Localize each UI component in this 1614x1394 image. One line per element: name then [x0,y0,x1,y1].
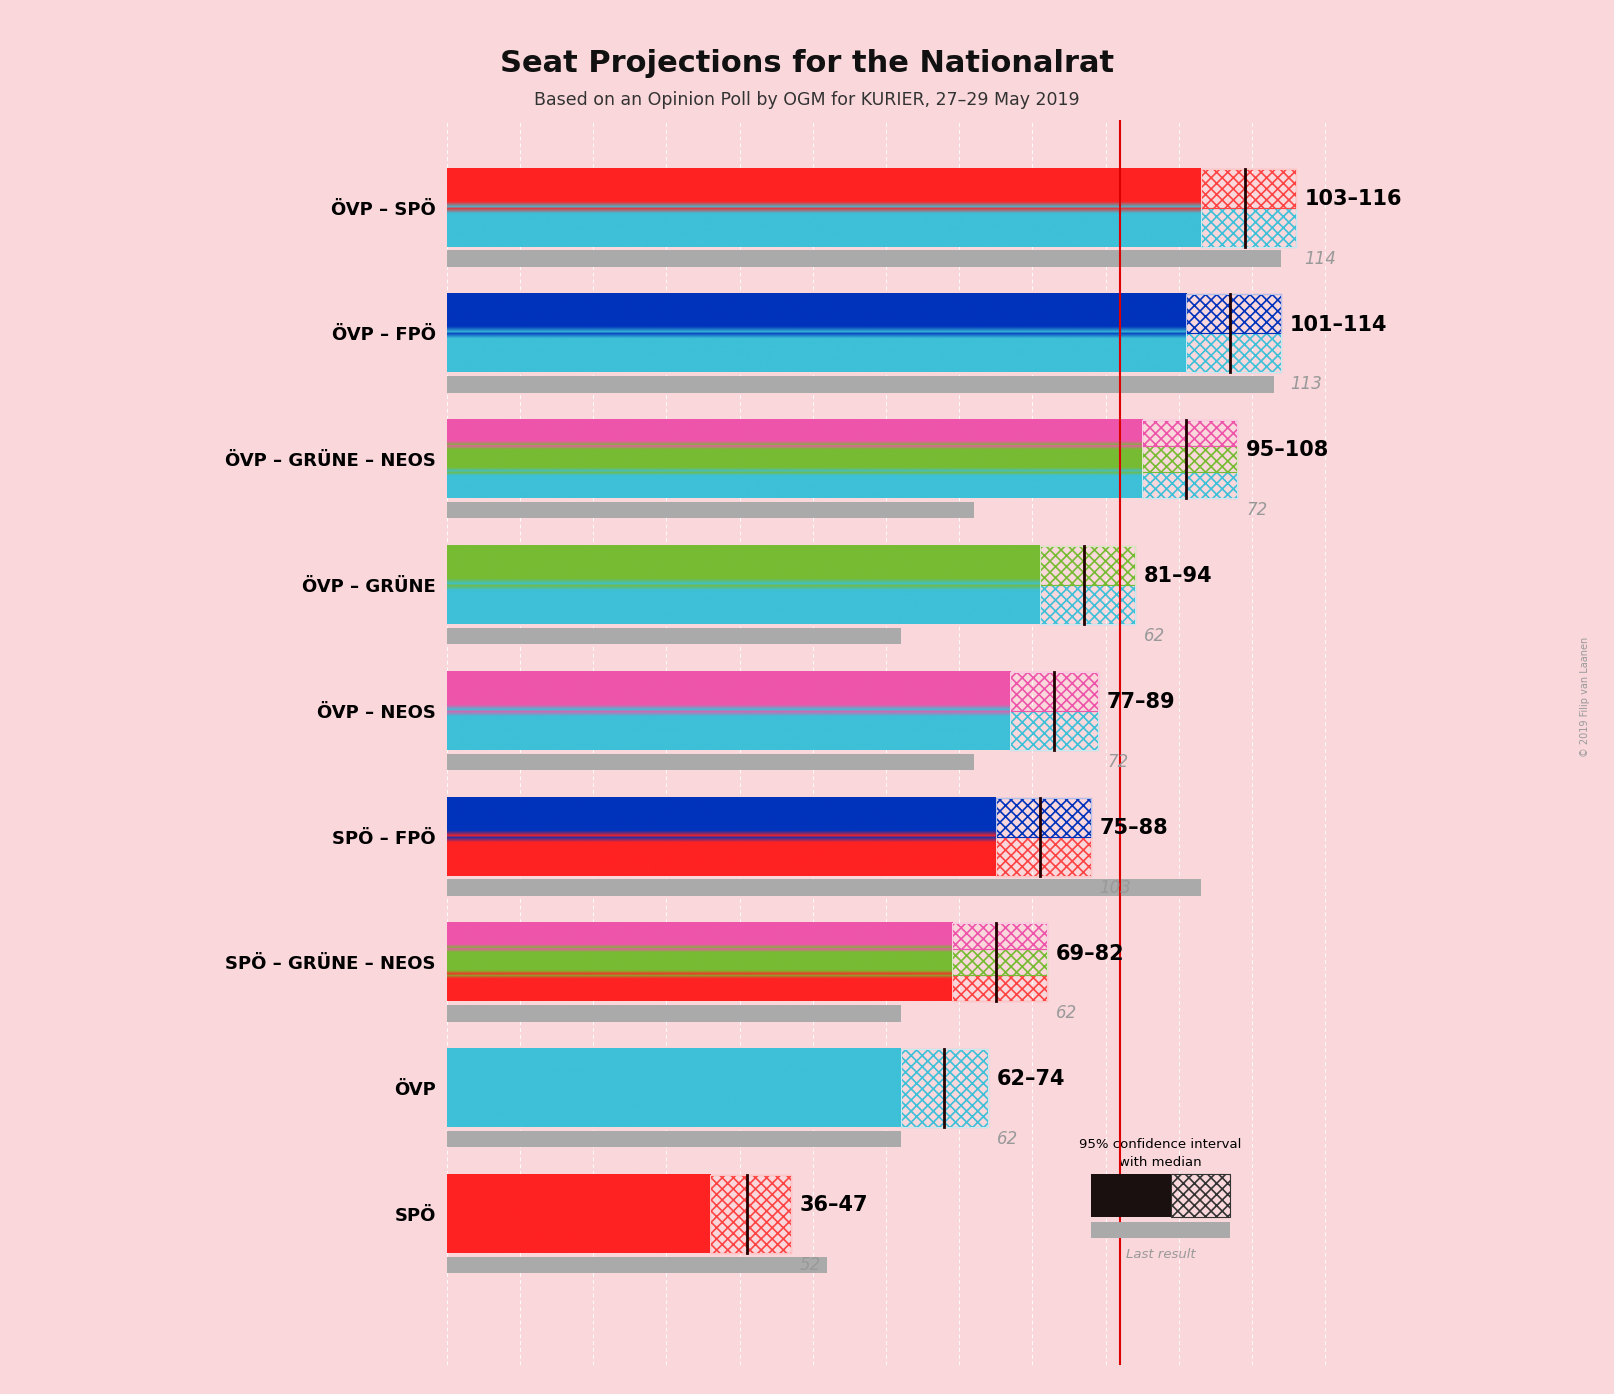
Text: Last result: Last result [1125,1248,1196,1262]
Bar [1143,420,1238,498]
Bar [1143,446,1238,473]
Bar [1143,420,1238,446]
Text: with median: with median [1119,1156,1202,1168]
Bar [1091,1174,1172,1217]
Text: 101–114: 101–114 [1290,315,1388,335]
Bar [1010,711,1098,750]
Bar [952,949,1047,976]
Bar [1186,333,1282,372]
Bar [1201,169,1296,247]
Bar [710,1175,791,1253]
Bar [1143,473,1238,498]
Bar [1201,208,1296,247]
Bar [447,502,973,519]
Bar [952,923,1047,949]
Bar [1186,294,1282,372]
Text: © 2019 Filip van Laanen: © 2019 Filip van Laanen [1580,637,1590,757]
Bar [1091,1221,1230,1238]
Bar [901,1050,988,1128]
Bar [996,797,1091,836]
Text: 75–88: 75–88 [1099,818,1169,838]
Text: 95% confidence interval: 95% confidence interval [1080,1138,1241,1151]
Bar [710,1175,791,1253]
Bar [1039,546,1135,585]
Bar [447,1257,828,1273]
Text: Based on an Opinion Poll by OGM for KURIER, 27–29 May 2019: Based on an Opinion Poll by OGM for KURI… [534,91,1080,109]
Bar [447,627,901,644]
Bar [447,251,1282,266]
Bar [1010,672,1098,711]
Bar [1186,294,1282,333]
Bar [447,1131,901,1147]
Text: 113: 113 [1290,375,1322,393]
Text: 114: 114 [1304,250,1336,268]
Bar [952,976,1047,1001]
Bar [1039,585,1135,625]
Bar [447,1005,901,1022]
Text: 81–94: 81–94 [1144,566,1212,587]
Bar [1201,169,1296,208]
Bar [447,880,1201,896]
Text: Seat Projections for the Nationalrat: Seat Projections for the Nationalrat [500,49,1114,78]
Bar [901,1050,988,1128]
Text: 95–108: 95–108 [1246,441,1330,460]
Text: 72: 72 [1107,753,1128,771]
Bar [447,376,1273,393]
Bar [1039,546,1135,625]
Bar [996,836,1091,875]
Text: 69–82: 69–82 [1056,944,1125,963]
Bar [1172,1174,1230,1217]
Bar [996,797,1091,875]
Text: 103: 103 [1099,878,1131,896]
Text: 103–116: 103–116 [1304,188,1403,209]
Text: 72: 72 [1246,502,1267,519]
Text: 62: 62 [997,1131,1018,1149]
Text: 36–47: 36–47 [799,1195,868,1216]
Bar [952,923,1047,1001]
Bar [447,754,973,769]
Text: 62: 62 [1056,1005,1077,1022]
Text: 77–89: 77–89 [1107,691,1175,712]
Bar [1010,672,1098,750]
Text: 62–74: 62–74 [997,1069,1065,1090]
Text: 52: 52 [799,1256,822,1274]
Text: 62: 62 [1144,627,1165,645]
